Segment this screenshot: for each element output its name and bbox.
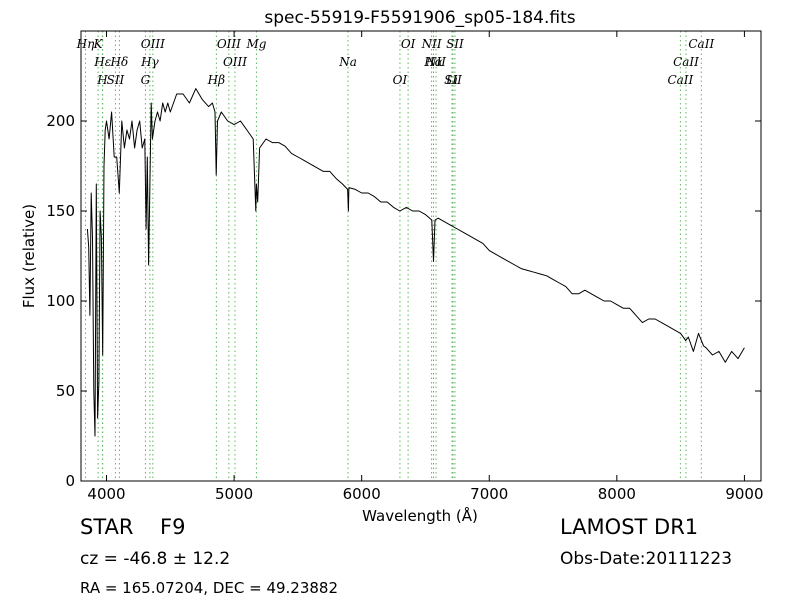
line-label: CaII [688,37,714,51]
line-label: Hδ [110,55,129,69]
line-label: Mg [245,37,266,51]
x-tick-label: 6000 [343,485,381,503]
y-axis-ticks: 0 50 100 150 200 [46,112,761,490]
y-tick-label: 100 [46,292,75,310]
line-label: OI [401,37,416,51]
y-tick-label: 50 [56,382,75,400]
line-label: SII [446,37,464,51]
line-label: SII [107,73,125,87]
line-label: CaII [667,73,693,87]
line-label: Hα [423,55,443,69]
x-axis-label: Wavelength (Å) [362,506,478,525]
line-label: OIII [217,37,241,51]
line-label: H [96,73,108,87]
line-label: Hε [93,55,111,69]
x-tick-label: 8000 [598,485,636,503]
line-label: G [141,73,151,87]
y-axis-label: Flux (relative) [20,204,38,308]
line-label: Hη [76,37,95,51]
coordinates: RA = 165.07204, DEC = 49.23882 [80,579,339,597]
line-label: Hγ [140,55,159,69]
x-tick-label: 4000 [87,485,125,503]
chart-title: spec-55919-F5591906_sp05-184.fits [264,8,575,28]
spectral-line-labels: KHεHHηHδSIIOIIIHγGOIIIOIIIHβMgNaOIOIHαSI… [76,37,715,87]
line-label: NII [425,55,446,69]
x-tick-label: 7000 [470,485,508,503]
object-type: STAR [80,515,134,539]
observation-date: Obs-Date:20111223 [560,549,733,569]
spectral-line-markers [84,31,702,481]
spectrum-series [86,88,745,437]
x-axis-ticks: 4000 5000 6000 7000 8000 9000 [87,31,764,503]
line-label: K [93,37,104,51]
line-label: Hβ [207,73,225,87]
line-label: SII [444,73,462,87]
y-tick-label: 0 [65,472,75,490]
line-label: OIII [223,55,247,69]
redshift-cz: cz = -46.8 ± 12.2 [80,549,231,569]
line-label: OIII [141,37,165,51]
line-label: NII [421,37,442,51]
spectrum-line [86,88,745,437]
y-tick-label: 200 [46,112,75,130]
object-subclass: F9 [160,515,186,539]
x-tick-label: 9000 [725,485,763,503]
x-tick-label: 5000 [215,485,253,503]
line-label: CaII [673,55,699,69]
plot-frame [80,30,762,482]
line-label: Li [445,73,458,87]
line-label: OI [393,73,408,87]
survey-name: LAMOST DR1 [560,515,699,539]
y-tick-label: 150 [46,202,75,220]
line-label: Na [338,55,357,69]
